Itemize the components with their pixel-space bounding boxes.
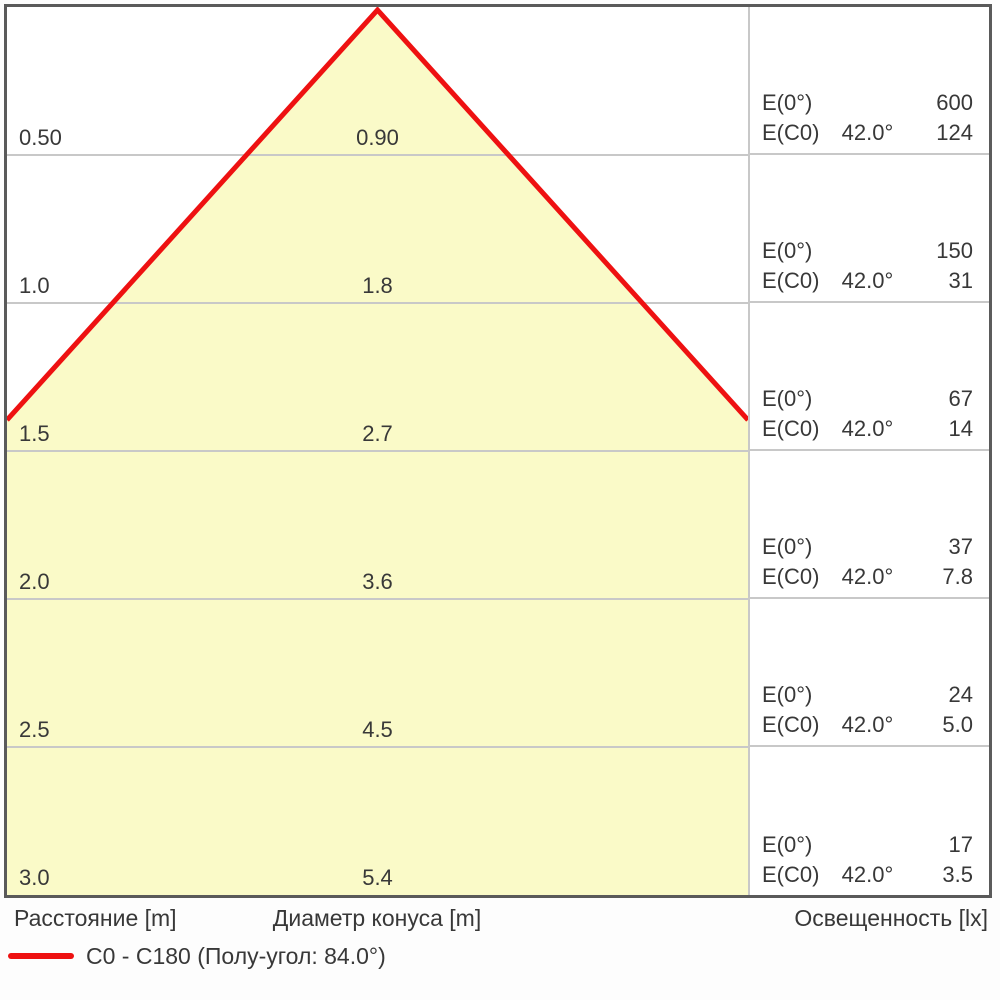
- illuminance-values: E(0°) 37 E(C0) 42.0° 7.8: [762, 532, 973, 592]
- diameter-value: 0.90: [356, 125, 399, 150]
- diameter-value: 1.8: [362, 273, 393, 298]
- diameter-value: 5.4: [362, 865, 393, 890]
- ec0-value: 7.8: [942, 564, 973, 589]
- illuminance-row: E(0°) 150 E(C0) 42.0° 31: [750, 155, 989, 303]
- e0-line: E(0°) 600: [762, 88, 973, 118]
- ec0-label: E(C0): [762, 862, 820, 887]
- half-angle-value: 42.0°: [841, 862, 894, 887]
- e0-line: E(0°) 17: [762, 830, 973, 860]
- illuminance-row: E(0°) 37 E(C0) 42.0° 7.8: [750, 451, 989, 599]
- empty-cell: [832, 830, 902, 860]
- illuminance-values: E(0°) 17 E(C0) 42.0° 3.5: [762, 830, 973, 890]
- legend: C0 - C180 (Полу-угол: 84.0°): [8, 942, 386, 970]
- e0-line: E(0°) 24: [762, 680, 973, 710]
- half-angle-value: 42.0°: [841, 120, 894, 145]
- ec0-value: 124: [936, 120, 973, 145]
- cone-row-labels: 3.0 5.4: [7, 863, 748, 893]
- ec0-line: E(C0) 42.0° 124: [762, 118, 973, 148]
- cone-row-labels: 2.5 4.5: [7, 715, 748, 745]
- ec0-label: E(C0): [762, 564, 820, 589]
- cone-row-labels: 1.5 2.7: [7, 419, 748, 449]
- illuminance-values: E(0°) 24 E(C0) 42.0° 5.0: [762, 680, 973, 740]
- diameter-value: 3.6: [362, 569, 393, 594]
- e0-value: 150: [936, 238, 973, 263]
- half-angle-value: 42.0°: [841, 564, 894, 589]
- empty-cell: [832, 532, 902, 562]
- distance-value: 0.50: [19, 125, 62, 150]
- empty-cell: [832, 88, 902, 118]
- illuminance-axis-label: Освещенность [lx]: [794, 905, 988, 931]
- e0-value: 67: [948, 386, 973, 411]
- diameter-value: 2.7: [362, 421, 393, 446]
- distance-axis-label: Расстояние [m]: [14, 905, 177, 931]
- distance-value: 1.5: [19, 421, 50, 446]
- illuminance-row: E(0°) 24 E(C0) 42.0° 5.0: [750, 599, 989, 747]
- e0-value: 17: [948, 832, 973, 857]
- distance-value: 3.0: [19, 865, 50, 890]
- illuminance-values: E(0°) 600 E(C0) 42.0° 124: [762, 88, 973, 148]
- distance-value: 2.0: [19, 569, 50, 594]
- ec0-label: E(C0): [762, 712, 820, 737]
- diameter-axis-label: Диаметр конуса [m]: [272, 905, 482, 931]
- cone-graphic: [7, 7, 748, 895]
- ec0-line: E(C0) 42.0° 7.8: [762, 562, 973, 592]
- ec0-value: 14: [948, 416, 973, 441]
- ec0-line: E(C0) 42.0° 31: [762, 266, 973, 296]
- diameter-value: 4.5: [362, 717, 393, 742]
- cone-panel: 0.50 0.90 1.0 1.8 1.5 2.7 2.0 3.6 2.5 4.…: [7, 7, 750, 895]
- half-angle-value: 42.0°: [841, 268, 894, 293]
- legend-line-swatch: [8, 953, 74, 959]
- e0-label: E(0°): [762, 682, 813, 707]
- illuminance-row: E(0°) 17 E(C0) 42.0° 3.5: [750, 747, 989, 895]
- illuminance-row: E(0°) 67 E(C0) 42.0° 14: [750, 303, 989, 451]
- e0-line: E(0°) 67: [762, 384, 973, 414]
- ec0-line: E(C0) 42.0° 5.0: [762, 710, 973, 740]
- e0-label: E(0°): [762, 238, 813, 263]
- ec0-label: E(C0): [762, 120, 820, 145]
- cone-row-labels: 1.0 1.8: [7, 271, 748, 301]
- ec0-value: 5.0: [942, 712, 973, 737]
- empty-cell: [832, 680, 902, 710]
- ec0-value: 31: [948, 268, 973, 293]
- ec0-line: E(C0) 42.0° 3.5: [762, 860, 973, 890]
- e0-value: 24: [948, 682, 973, 707]
- legend-label: C0 - C180 (Полу-угол: 84.0°): [86, 942, 386, 969]
- ec0-label: E(C0): [762, 268, 820, 293]
- e0-line: E(0°) 37: [762, 532, 973, 562]
- ec0-label: E(C0): [762, 416, 820, 441]
- half-angle-value: 42.0°: [841, 712, 894, 737]
- e0-value: 600: [936, 90, 973, 115]
- empty-cell: [832, 384, 902, 414]
- e0-value: 37: [948, 534, 973, 559]
- chart-area: 0.50 0.90 1.0 1.8 1.5 2.7 2.0 3.6 2.5 4.…: [4, 4, 992, 898]
- e0-label: E(0°): [762, 386, 813, 411]
- empty-cell: [832, 236, 902, 266]
- e0-label: E(0°): [762, 90, 813, 115]
- illuminance-row: E(0°) 600 E(C0) 42.0° 124: [750, 7, 989, 155]
- cone-row-labels: 0.50 0.90: [7, 123, 748, 153]
- illuminance-panel: E(0°) 600 E(C0) 42.0° 124 E(0°): [750, 7, 989, 895]
- e0-label: E(0°): [762, 832, 813, 857]
- distance-value: 2.5: [19, 717, 50, 742]
- e0-line: E(0°) 150: [762, 236, 973, 266]
- cone-row-labels: 2.0 3.6: [7, 567, 748, 597]
- e0-label: E(0°): [762, 534, 813, 559]
- illuminance-values: E(0°) 150 E(C0) 42.0° 31: [762, 236, 973, 296]
- ec0-line: E(C0) 42.0° 14: [762, 414, 973, 444]
- distance-value: 1.0: [19, 273, 50, 298]
- ec0-value: 3.5: [942, 862, 973, 887]
- illuminance-values: E(0°) 67 E(C0) 42.0° 14: [762, 384, 973, 444]
- half-angle-value: 42.0°: [841, 416, 894, 441]
- beam-outline: [7, 7, 748, 422]
